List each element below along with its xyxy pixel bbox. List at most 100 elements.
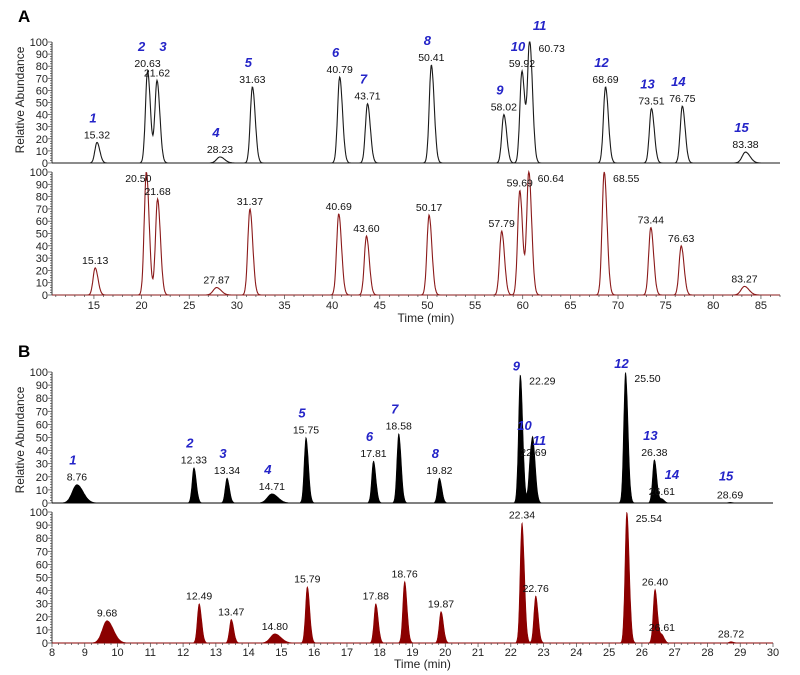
y-tick-label: 60	[36, 85, 48, 97]
peak-label: 59.69	[507, 177, 533, 189]
compound-label: 4	[211, 125, 220, 140]
peak-label: 68.55	[613, 173, 639, 185]
x-tick-label: 9	[82, 647, 88, 659]
y-tick-label: 80	[36, 533, 48, 545]
peak-label: 22.29	[529, 376, 555, 388]
peak-label: 21.68	[144, 186, 170, 198]
compound-label: 15	[719, 468, 734, 483]
peak-label: 26.61	[649, 486, 675, 498]
y-tick-label: 80	[36, 61, 48, 73]
y-tick-label: 90	[36, 520, 48, 532]
compound-label: 13	[640, 77, 655, 92]
x-tick-label: 24	[570, 647, 582, 659]
peak-label: 26.38	[641, 447, 667, 459]
peak-label: 40.79	[327, 64, 353, 76]
y-tick-label: 30	[36, 122, 48, 134]
x-tick-label: 65	[564, 300, 576, 312]
y-tick-label: 0	[42, 498, 48, 510]
peak-label: 21.62	[144, 68, 170, 80]
peak-label: 19.82	[426, 465, 452, 477]
peak-label: 83.27	[731, 273, 757, 285]
peak-label: 22.76	[523, 583, 549, 595]
y-tick-label: 10	[36, 278, 48, 290]
y-tick-label: 80	[36, 192, 48, 204]
y-tick-label: 30	[36, 599, 48, 611]
y-tick-label: 30	[36, 253, 48, 265]
peak-label: 17.88	[363, 591, 389, 603]
peak-label: 12.49	[186, 591, 212, 603]
peak-label: 57.79	[489, 218, 515, 230]
peak-label: 43.71	[354, 91, 380, 103]
x-tick-label: 18	[374, 647, 386, 659]
compound-label: 8	[424, 33, 432, 48]
peak-label: 58.02	[491, 102, 517, 114]
y-tick-label: 70	[36, 204, 48, 216]
y-tick-label: 20	[36, 612, 48, 624]
peak-label: 15.13	[82, 255, 108, 267]
compound-label: 1	[69, 453, 76, 468]
x-tick-label: 25	[603, 647, 615, 659]
compound-label: 15	[734, 120, 749, 135]
y-tick-label: 40	[36, 446, 48, 458]
x-tick-label: 20	[439, 647, 451, 659]
y-tick-label: 40	[36, 241, 48, 253]
peak-label: 25.54	[636, 513, 662, 525]
x-tick-label: 22	[505, 647, 517, 659]
x-tick-label: 55	[469, 300, 481, 312]
compound-label: 12	[614, 356, 629, 371]
y-tick-label: 40	[36, 110, 48, 122]
peak-label: 50.17	[416, 202, 442, 214]
x-tick-label: 10	[111, 647, 123, 659]
peak-label: 50.41	[418, 52, 444, 64]
compound-label: 8	[432, 446, 440, 461]
x-tick-label: 30	[767, 647, 779, 659]
x-tick-label: 45	[374, 300, 386, 312]
compound-label: 5	[245, 55, 253, 70]
x-tick-label: 30	[231, 300, 243, 312]
trace-upper	[52, 372, 773, 504]
y-axis-label: Relative Abundance	[13, 386, 27, 493]
x-tick-label: 21	[472, 647, 484, 659]
peak-label: 73.51	[638, 96, 664, 108]
y-tick-label: 90	[36, 179, 48, 191]
y-tick-label: 90	[36, 380, 48, 392]
peak-label: 76.63	[668, 233, 694, 245]
y-tick-label: 10	[36, 485, 48, 497]
compound-label: 11	[533, 433, 547, 448]
x-tick-label: 19	[406, 647, 418, 659]
compound-label: 14	[671, 74, 686, 89]
x-tick-label: 27	[669, 647, 681, 659]
y-tick-label: 20	[36, 472, 48, 484]
x-tick-label: 15	[275, 647, 287, 659]
peak-label: 13.34	[214, 465, 240, 477]
y-tick-label: 0	[42, 290, 48, 302]
x-tick-label: 75	[660, 300, 672, 312]
compound-label: 5	[298, 406, 306, 421]
x-tick-label: 60	[517, 300, 529, 312]
y-tick-label: 10	[36, 146, 48, 158]
x-tick-label: 29	[734, 647, 746, 659]
y-tick-label: 60	[36, 559, 48, 571]
panel-label: B	[18, 342, 30, 361]
peak-label: 22.34	[509, 509, 535, 521]
compound-label: 1	[89, 110, 96, 125]
y-tick-label: 100	[30, 167, 48, 179]
y-tick-label: 70	[36, 546, 48, 558]
peak-label: 22.69	[520, 447, 546, 459]
peak-label: 12.33	[181, 455, 207, 467]
peak-label: 20.50	[125, 173, 151, 185]
compound-label: 14	[665, 467, 680, 482]
x-tick-label: 8	[49, 647, 55, 659]
x-tick-label: 70	[612, 300, 624, 312]
panel-label: A	[18, 7, 30, 26]
y-tick-label: 0	[42, 638, 48, 650]
x-tick-label: 50	[421, 300, 433, 312]
y-tick-label: 30	[36, 459, 48, 471]
y-tick-label: 90	[36, 49, 48, 61]
compound-label: 7	[360, 72, 368, 87]
peak-label: 14.80	[262, 621, 288, 633]
x-tick-label: 13	[210, 647, 222, 659]
y-tick-label: 20	[36, 134, 48, 146]
compound-label: 6	[366, 429, 374, 444]
